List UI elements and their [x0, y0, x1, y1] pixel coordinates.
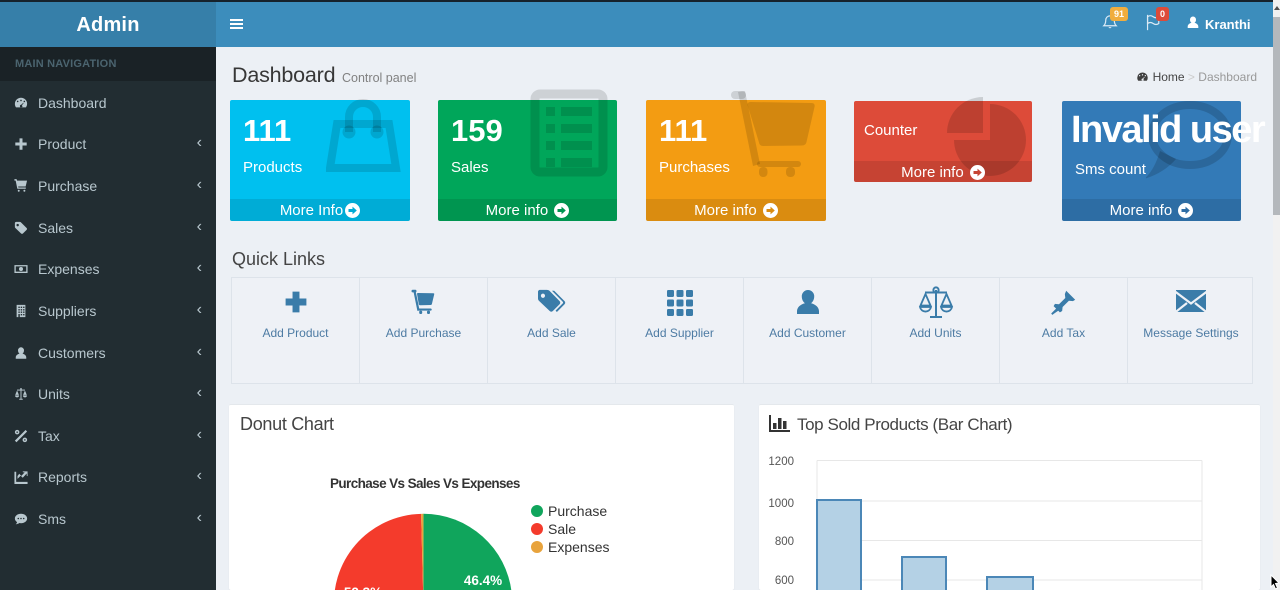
svg-text:Sale: Sale — [548, 521, 576, 537]
svg-text:Purchase: Purchase — [548, 503, 607, 519]
svg-text:46.4%: 46.4% — [464, 573, 502, 588]
svg-text:52.3%: 52.3% — [344, 585, 382, 590]
svg-text:800: 800 — [775, 536, 794, 548]
svg-text:1000: 1000 — [768, 498, 794, 510]
svg-text:Expenses: Expenses — [548, 539, 609, 555]
svg-text:600: 600 — [775, 575, 794, 587]
svg-text:1200: 1200 — [768, 456, 794, 468]
